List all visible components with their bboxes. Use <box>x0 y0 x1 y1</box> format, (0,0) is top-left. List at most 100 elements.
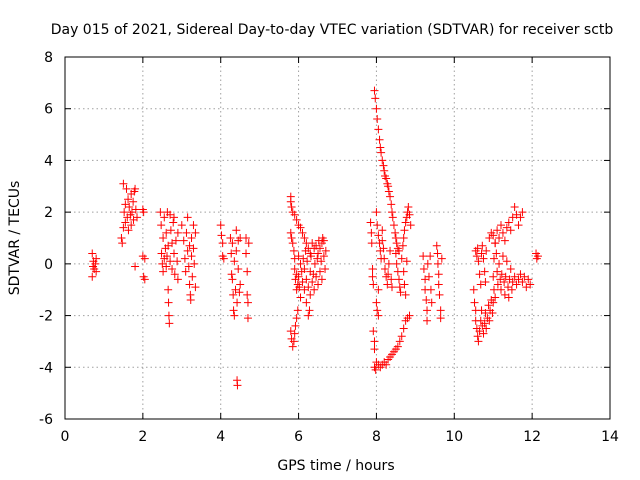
data-point <box>302 275 311 284</box>
data-point <box>518 277 527 286</box>
data-point <box>427 298 436 307</box>
data-point <box>436 306 445 315</box>
data-point <box>518 208 527 217</box>
data-point <box>157 249 166 258</box>
data-point <box>187 234 196 242</box>
data-point <box>217 231 226 240</box>
data-point <box>391 249 400 258</box>
data-point <box>244 239 253 248</box>
data-point <box>387 275 396 284</box>
data-point <box>183 246 192 255</box>
data-point <box>384 270 393 279</box>
data-point <box>122 184 131 193</box>
data-point <box>131 184 140 193</box>
data-point <box>191 283 200 292</box>
x-tick-labels: 0 2 4 6 8 10 12 14 <box>61 429 619 445</box>
data-point <box>159 234 168 242</box>
data-point <box>118 239 127 248</box>
data-point <box>493 280 502 289</box>
data-point <box>419 265 428 274</box>
data-point <box>233 381 242 390</box>
data-point <box>236 280 245 289</box>
data-point <box>504 218 513 227</box>
data-point <box>189 221 198 230</box>
data-point <box>373 221 382 230</box>
data-point <box>495 259 504 268</box>
x-axis-label: GPS time / hours <box>277 458 394 474</box>
data-point <box>482 246 491 255</box>
data-point <box>140 275 149 284</box>
data-point <box>319 252 328 261</box>
data-point <box>139 208 148 217</box>
data-point <box>186 296 195 305</box>
data-point <box>382 174 391 183</box>
data-point <box>526 280 535 289</box>
data-point <box>168 265 177 274</box>
data-point <box>510 202 519 211</box>
data-point <box>478 241 487 250</box>
data-point <box>476 280 485 289</box>
data-point <box>140 254 149 263</box>
data-point <box>395 337 404 346</box>
data-point <box>368 265 377 274</box>
data-point <box>371 365 380 374</box>
y-tick-label: -2 <box>39 309 53 325</box>
data-point <box>402 257 411 266</box>
data-point <box>287 202 296 211</box>
data-point <box>124 226 133 235</box>
data-point <box>391 234 400 242</box>
data-point <box>170 213 178 222</box>
data-points <box>88 86 542 390</box>
data-point <box>317 257 326 266</box>
data-point <box>393 342 402 351</box>
data-point <box>219 254 228 263</box>
data-point <box>423 259 432 268</box>
data-point <box>397 332 406 341</box>
data-point <box>423 316 432 325</box>
data-point <box>374 311 383 320</box>
data-point <box>489 272 498 281</box>
data-point <box>180 254 189 263</box>
data-point <box>380 166 389 175</box>
y-tick-label: 4 <box>44 153 53 169</box>
data-point <box>372 208 381 217</box>
data-point <box>406 221 415 230</box>
data-point <box>395 283 404 292</box>
data-point <box>384 182 393 191</box>
data-point <box>302 298 311 307</box>
data-point <box>232 246 241 255</box>
data-point <box>301 246 310 255</box>
data-point <box>374 125 383 134</box>
data-point <box>124 195 133 204</box>
data-point <box>489 254 498 263</box>
data-point <box>243 290 252 299</box>
data-point <box>166 257 175 266</box>
data-point <box>516 213 525 222</box>
data-point <box>312 272 321 281</box>
data-point <box>218 239 227 248</box>
data-point <box>229 290 238 299</box>
data-point <box>287 234 296 242</box>
data-point <box>378 156 387 165</box>
data-point <box>491 239 500 248</box>
data-point <box>292 215 301 224</box>
data-point <box>189 244 198 253</box>
data-point <box>369 280 378 289</box>
data-point <box>473 332 482 341</box>
data-point <box>304 283 313 292</box>
data-point <box>129 197 138 206</box>
data-point <box>392 239 401 248</box>
data-point <box>242 249 251 258</box>
data-point <box>216 221 225 230</box>
data-point <box>497 285 505 294</box>
data-point <box>426 252 435 261</box>
data-point <box>369 327 378 336</box>
data-point <box>489 298 498 307</box>
data-point <box>373 115 382 124</box>
data-point <box>228 275 237 284</box>
x-tick-label: 14 <box>601 429 619 445</box>
plot-frame <box>64 56 611 420</box>
data-point <box>371 94 380 103</box>
data-point <box>404 202 413 211</box>
